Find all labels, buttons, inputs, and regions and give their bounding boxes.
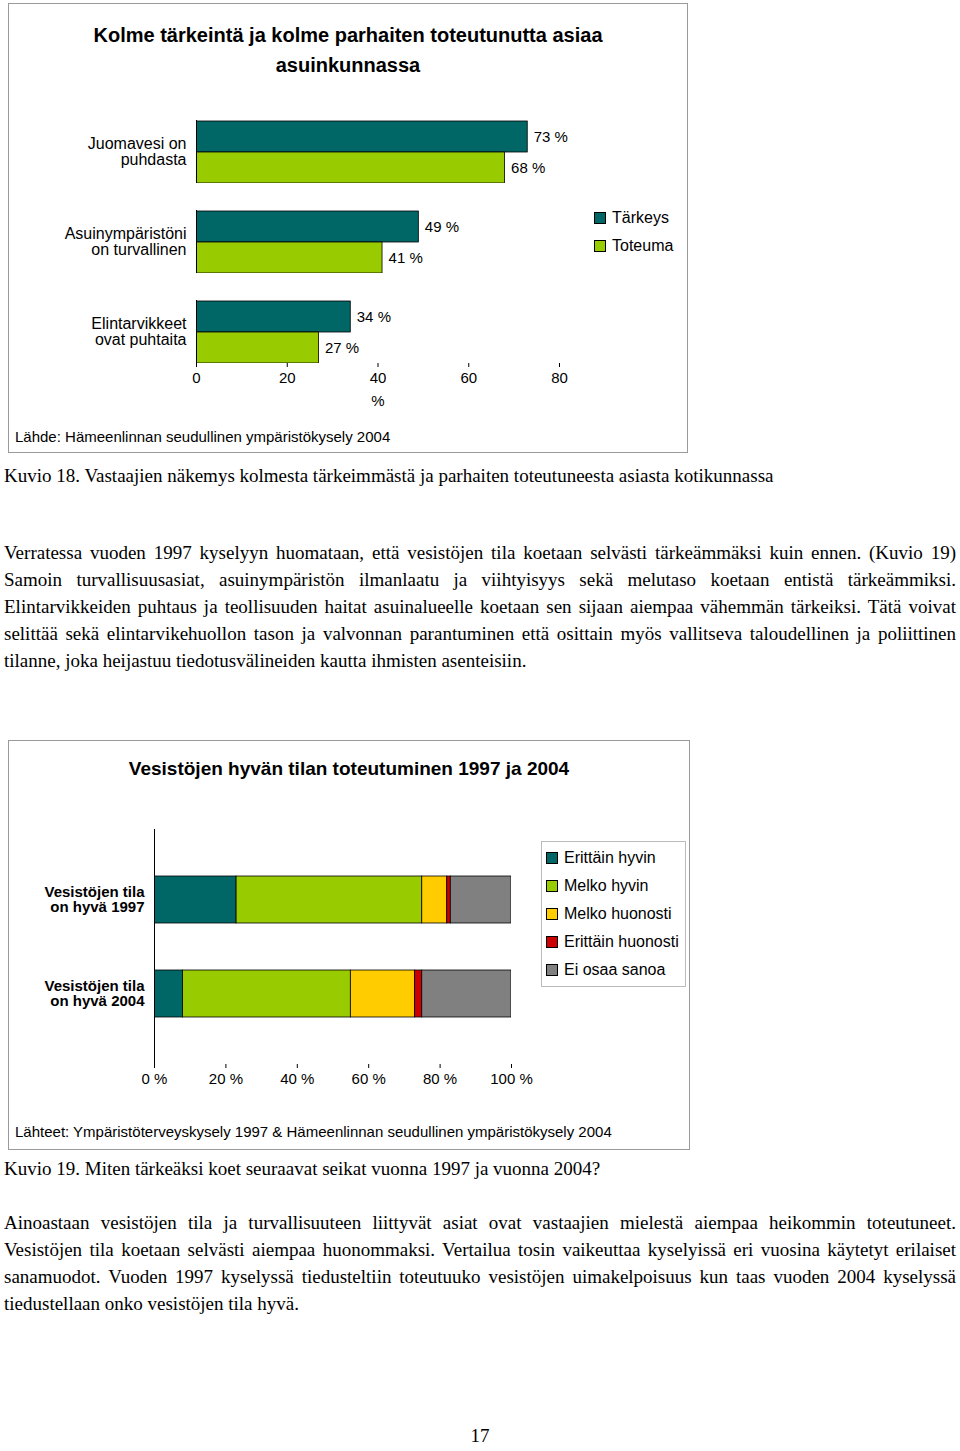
svg-text:Vesistöjen tilaon hyvä 1997: Vesistöjen tilaon hyvä 1997 <box>44 883 145 915</box>
html-text:Erittäin huonosti: Erittäin huonosti <box>564 933 679 950</box>
svg-text:73 %: 73 % <box>534 128 568 145</box>
html-text:Ainoastaan vesistöjen tila ja: Ainoastaan vesistöjen tila ja turvallisu… <box>4 1212 956 1314</box>
svg-text:68 %: 68 % <box>511 159 545 176</box>
html-text:Kolme tärkeintä ja kolme parha: Kolme tärkeintä ja kolme parhaiten toteu… <box>93 24 603 76</box>
svg-text:60 %: 60 % <box>352 1070 386 1087</box>
html-text:Ei osaa sanoa: Ei osaa sanoa <box>564 961 666 978</box>
svg-text:0 %: 0 % <box>142 1070 168 1087</box>
svg-text:20 %: 20 % <box>209 1070 243 1087</box>
svg-text:100 %: 100 % <box>490 1070 533 1087</box>
html-text:Lähteet: Ympäristöterveyskysel: Lähteet: Ympäristöterveyskysely 1997 & H… <box>15 1123 612 1140</box>
svg-text:Juomavesi onpuhdasta: Juomavesi onpuhdasta <box>88 135 187 168</box>
svg-text:%: % <box>371 392 384 409</box>
svg-text:49 %: 49 % <box>425 218 459 235</box>
svg-text:20: 20 <box>279 369 296 386</box>
svg-text:27 %: 27 % <box>325 339 359 356</box>
html-text:Lähde: Hämeenlinnan seudulline: Lähde: Hämeenlinnan seudullinen ympärist… <box>15 428 391 445</box>
html-text:Melko hyvin: Melko hyvin <box>564 877 649 894</box>
html-text:Toteuma: Toteuma <box>612 237 674 254</box>
html-text:Tärkeys: Tärkeys <box>612 209 669 226</box>
html-text:Erittäin hyvin: Erittäin hyvin <box>564 849 656 866</box>
svg-text:Asuinympäristönion turvallinen: Asuinympäristönion turvallinen <box>65 225 187 258</box>
html-text:Kuvio 19. Miten tärkeäksi koet: Kuvio 19. Miten tärkeäksi koet seuraavat… <box>4 1158 601 1179</box>
svg-text:Elintarvikkeetovat puhtaita: Elintarvikkeetovat puhtaita <box>91 315 187 348</box>
svg-text:Vesistöjen tilaon hyvä 2004: Vesistöjen tilaon hyvä 2004 <box>44 977 145 1009</box>
svg-text:40 %: 40 % <box>280 1070 314 1087</box>
html-text:Kuvio 18. Vastaajien näkemys k: Kuvio 18. Vastaajien näkemys kolmesta tä… <box>4 465 774 486</box>
html-text:17: 17 <box>470 1425 490 1446</box>
svg-text:80 %: 80 % <box>423 1070 457 1087</box>
svg-text:60: 60 <box>460 369 477 386</box>
svg-text:40: 40 <box>370 369 387 386</box>
svg-text:0: 0 <box>192 369 200 386</box>
svg-text:80: 80 <box>551 369 568 386</box>
svg-text:34 %: 34 % <box>357 308 391 325</box>
svg-text:41 %: 41 % <box>389 249 423 266</box>
html-text:Melko huonosti: Melko huonosti <box>564 905 672 922</box>
html-text:Vesistöjen hyvän tilan toteutu: Vesistöjen hyvän tilan toteutuminen 1997… <box>128 758 570 779</box>
html-text:Verratessa vuoden 1997 kyselyy: Verratessa vuoden 1997 kyselyyn huomataa… <box>4 542 956 671</box>
